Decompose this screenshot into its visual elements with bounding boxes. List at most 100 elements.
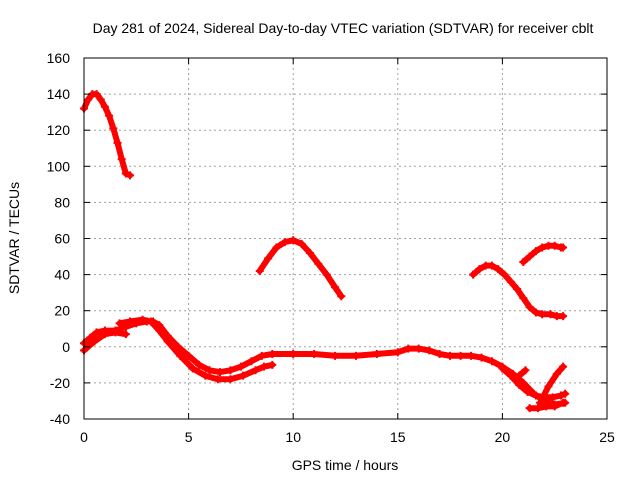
data-point	[498, 364, 507, 373]
data-point	[435, 350, 444, 359]
data-point	[559, 398, 568, 407]
data-point	[404, 344, 413, 353]
x-tick-label: 0	[80, 429, 88, 445]
data-point	[86, 333, 95, 342]
data-point	[446, 351, 455, 360]
data-point	[538, 243, 547, 252]
axis-ticks	[83, 57, 608, 420]
data-point	[372, 350, 381, 359]
y-tick-label: 60	[54, 231, 70, 247]
data-point	[247, 357, 256, 366]
data-point	[506, 371, 515, 380]
data-point	[272, 243, 281, 252]
data-point	[425, 346, 434, 355]
tick-labels: -40 -20 0 20 40 60 80 100 120 140 160 0 5 10 15 20 25	[47, 50, 615, 445]
data-point	[550, 241, 559, 250]
data-point	[506, 277, 515, 286]
data-point	[475, 265, 484, 274]
data-point	[121, 169, 130, 178]
x-tick-label: 20	[495, 429, 511, 445]
data-point	[544, 382, 553, 391]
y-tick-label: 100	[47, 158, 71, 174]
data-point	[556, 391, 565, 400]
data-point	[531, 391, 540, 400]
y-tick-label: 0	[62, 339, 70, 355]
data-point	[264, 254, 273, 263]
data-point	[201, 371, 210, 380]
y-tick-label: -20	[50, 375, 70, 391]
data-point	[559, 243, 568, 252]
data-point	[117, 155, 126, 164]
data-point	[215, 368, 224, 377]
data-point	[257, 351, 266, 360]
data-point	[531, 308, 540, 317]
data-point	[100, 330, 109, 339]
series-line-arc-7	[116, 316, 276, 383]
data-point	[268, 350, 277, 359]
data-point	[195, 360, 204, 369]
data-point	[469, 270, 478, 279]
series-line-arc-5	[81, 318, 569, 408]
data-point	[538, 310, 547, 319]
data-point	[84, 95, 93, 104]
data-point	[251, 366, 260, 375]
data-point	[100, 102, 109, 111]
data-point	[268, 360, 277, 369]
data-point	[280, 238, 289, 247]
data-point	[523, 387, 532, 396]
data-point	[519, 257, 528, 266]
data-point	[513, 285, 522, 294]
data-point	[487, 261, 496, 270]
data-point	[331, 351, 340, 360]
y-axis-title: SDTVAR / TECUs	[6, 182, 22, 294]
data-point	[115, 319, 124, 328]
data-point	[487, 357, 496, 366]
data-point	[533, 404, 542, 413]
data-point	[255, 266, 264, 275]
data-point	[92, 328, 101, 337]
data-point	[297, 239, 306, 248]
data-point	[305, 248, 314, 257]
data-point	[548, 393, 557, 402]
data-point	[521, 366, 530, 375]
data-point	[105, 111, 114, 120]
series-line-arc-2	[256, 237, 345, 300]
data-point	[236, 362, 245, 371]
x-tick-label: 5	[185, 429, 193, 445]
data-point	[138, 315, 147, 324]
x-tick-label: 25	[599, 429, 615, 445]
data-point	[213, 375, 222, 384]
y-tick-label: 20	[54, 303, 70, 319]
data-point	[226, 375, 235, 384]
data-point	[126, 171, 135, 180]
series-group	[80, 90, 570, 413]
y-tick-label: 160	[47, 50, 71, 66]
data-point	[414, 344, 423, 353]
data-point	[477, 353, 486, 362]
x-tick-label: 10	[285, 429, 301, 445]
y-tick-label: 80	[54, 194, 70, 210]
data-point	[184, 351, 193, 360]
chart-title: Day 281 of 2024, Sidereal Day-to-day VTE…	[93, 20, 594, 36]
data-point	[536, 398, 545, 407]
data-point	[561, 389, 570, 398]
data-point	[113, 138, 122, 147]
data-point	[310, 350, 319, 359]
data-point	[238, 371, 247, 380]
x-tick-label: 15	[390, 429, 406, 445]
data-point	[92, 90, 101, 99]
data-point	[126, 317, 135, 326]
data-point	[337, 292, 346, 301]
data-point	[111, 328, 120, 337]
x-axis-title: GPS time / hours	[292, 457, 399, 473]
data-point	[226, 366, 235, 375]
data-point	[500, 270, 509, 279]
data-point	[525, 404, 534, 413]
data-point	[121, 330, 130, 339]
data-point	[331, 283, 340, 292]
data-point	[559, 362, 568, 371]
data-point	[525, 303, 534, 312]
y-tick-label: 40	[54, 267, 70, 283]
data-point	[205, 366, 214, 375]
data-point	[467, 351, 476, 360]
